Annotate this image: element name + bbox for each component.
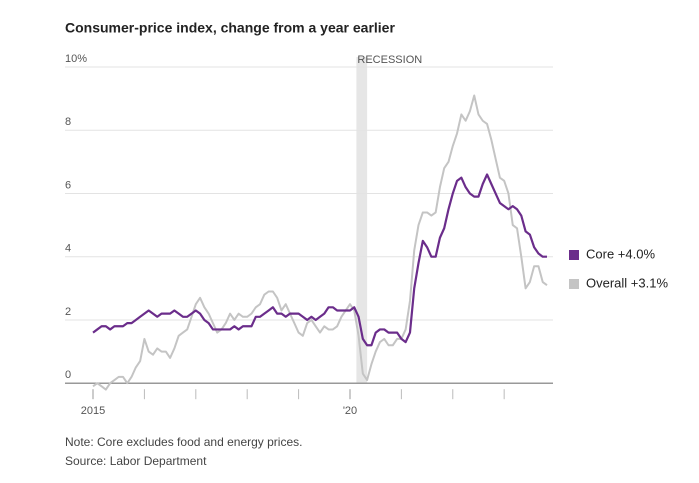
legend-label: Core +4.0% [586,246,655,261]
y-tick-label: 2 [65,306,71,318]
note: Note: Core excludes food and energy pric… [65,435,302,449]
series-line [92,173,547,347]
legend-swatch [569,279,579,289]
y-tick-label: 10% [65,53,87,65]
legend-swatch [569,250,579,260]
y-tick-label: 8 [65,116,71,128]
recession-band [356,57,368,384]
y-tick-label: 6 [65,179,71,191]
recession-label: RECESSION [357,54,422,66]
source: Source: Labor Department [65,454,207,468]
x-tick-label: 2015 [81,405,105,417]
y-tick-label: 0 [65,369,71,381]
y-tick-label: 4 [65,243,71,255]
series-line [92,94,548,391]
chart-title: Consumer-price index, change from a year… [65,20,395,36]
x-tick-label: '20 [343,405,357,417]
legend-label: Overall +3.1% [586,275,668,290]
